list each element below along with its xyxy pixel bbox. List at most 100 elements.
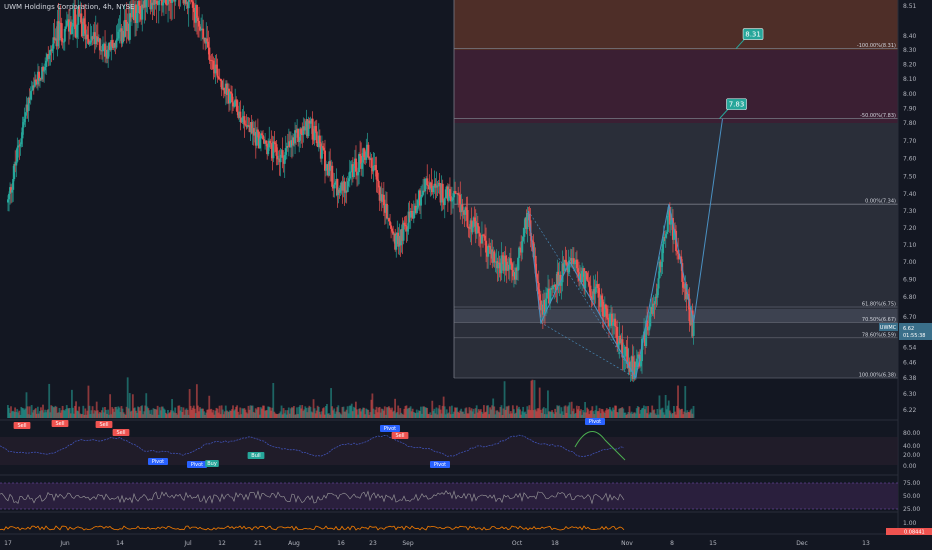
candle-body [676, 250, 679, 252]
candle-body [103, 43, 106, 45]
volume-bar [186, 409, 189, 418]
volume-bar [618, 408, 621, 418]
volume-bar [208, 395, 211, 418]
volume-bar [126, 377, 129, 418]
volume-bar [538, 387, 541, 418]
signal-label: Sell [391, 432, 409, 439]
candle-body [311, 118, 314, 140]
volume-bar [112, 408, 115, 418]
time-axis[interactable]: 17 Jun 14 Jul 12 21 Aug 16 23 Sep Oct 18 Nov 8 15 Dec 13 [4, 540, 870, 547]
volume-bar [508, 413, 511, 418]
signal-label: Bull [247, 452, 265, 459]
osc1-line [0, 434, 625, 457]
candle-body [261, 133, 264, 136]
candle-body [580, 273, 583, 283]
candle-body [558, 274, 561, 285]
candle-body [688, 298, 691, 322]
volume-bar [393, 410, 395, 418]
volume-bar [109, 394, 112, 418]
candle-body [91, 36, 94, 39]
candle-body [447, 189, 450, 201]
volume-bar [629, 413, 632, 418]
volume-bar [492, 398, 495, 418]
volume-bar [313, 408, 316, 418]
candle-body [411, 212, 414, 219]
candle-body [440, 183, 443, 203]
volume-bar [390, 409, 392, 418]
candle-body [498, 262, 501, 264]
candle-body [150, 2, 153, 10]
volume-bar [154, 409, 157, 418]
volume-bar [366, 409, 369, 418]
candle-body [82, 18, 85, 37]
candle-body [492, 251, 495, 263]
oscillator-pane-3 [0, 525, 625, 531]
volume-bar [378, 406, 381, 418]
volume-bar [47, 409, 50, 418]
candle-body [287, 141, 290, 147]
volume-bar [371, 393, 374, 418]
candle-body [320, 146, 323, 159]
volume-bar [145, 393, 148, 418]
candle-body [470, 220, 473, 233]
volume-bar [515, 412, 517, 418]
candle-body [234, 99, 237, 107]
volume-bar [19, 414, 22, 418]
volume-bar [658, 395, 661, 418]
candle-body [647, 326, 650, 331]
candle-body [157, 0, 160, 5]
candle-body [36, 71, 39, 85]
volume-bar [619, 408, 622, 418]
osc1-tick: 80.00 [903, 430, 920, 437]
signal-text: Pivot [384, 426, 396, 432]
candle-body [347, 178, 350, 182]
volume-bar [141, 405, 144, 418]
candle-body [248, 125, 251, 133]
candle-body [613, 318, 616, 323]
volume-bar [285, 414, 288, 418]
candle-body [240, 117, 243, 123]
volume-bar [655, 414, 658, 418]
volume-bar [155, 409, 158, 418]
candle-body [174, 0, 177, 2]
osc1-highlight [574, 431, 626, 461]
volume-bar [513, 413, 516, 418]
volume-bar [615, 405, 617, 418]
candle-body [130, 7, 133, 18]
candle-body [227, 88, 230, 104]
volume-bar [522, 406, 525, 418]
candle-body [551, 288, 554, 290]
candle-body [544, 298, 547, 312]
candle-body [201, 28, 204, 30]
volume-bar [463, 413, 466, 418]
volume-bar [651, 405, 654, 418]
candle-body [494, 261, 497, 263]
volume-bar [684, 386, 687, 418]
volume-bar [580, 409, 582, 418]
volume-bar [622, 408, 625, 418]
volume-bar [18, 410, 21, 418]
volume-bar [50, 405, 53, 418]
signal-label: Sell [13, 422, 31, 429]
candle-body [337, 189, 340, 196]
price-axis[interactable]: 8.51 8.40 8.30 8.20 8.10 8.00 7.90 7.80 7.70 7.60… [903, 3, 920, 527]
candle-body [93, 32, 96, 45]
volume-bar [75, 401, 77, 418]
price-tick: 8.10 [903, 76, 917, 83]
volume-bar [503, 381, 506, 418]
candle-body [501, 255, 504, 257]
candle-body [12, 179, 15, 190]
volume-bar [468, 407, 471, 418]
volume-bar [585, 412, 588, 418]
volume-bar [104, 407, 106, 418]
candle-body [121, 30, 124, 44]
candle-body [648, 326, 651, 331]
candle-body [516, 267, 519, 271]
candle-body [618, 335, 621, 345]
candle-body [92, 32, 95, 39]
volume-bar [565, 412, 568, 418]
candle-body [474, 221, 477, 234]
volume-bar [26, 406, 29, 418]
volume-bar [294, 414, 296, 418]
